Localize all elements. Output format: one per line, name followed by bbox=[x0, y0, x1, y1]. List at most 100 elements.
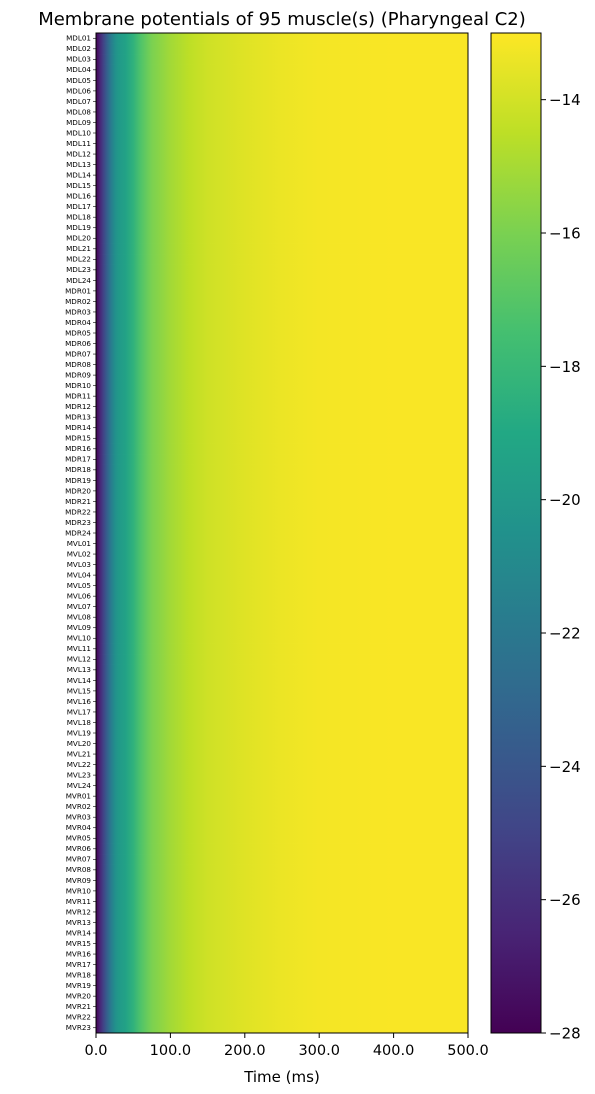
y-tick-label: MDR07 bbox=[65, 349, 91, 358]
heatmap-row-mvl04 bbox=[96, 569, 468, 581]
heatmap-row-mvr01 bbox=[96, 790, 468, 802]
heatmap-row-mdr15 bbox=[96, 433, 468, 444]
heatmap-row-mvl13 bbox=[96, 664, 468, 676]
y-tick-label: MVR17 bbox=[66, 960, 91, 969]
heatmap-row-mdr09 bbox=[96, 369, 468, 381]
heatmap-row-mvr23 bbox=[96, 1022, 468, 1034]
y-tick-label: MVL17 bbox=[67, 707, 91, 716]
y-tick-label: MVL16 bbox=[67, 697, 92, 706]
heatmap-row-mdl02 bbox=[96, 43, 468, 55]
heatmap-row-mvl07 bbox=[96, 601, 468, 613]
y-tick-label: MVR01 bbox=[66, 792, 91, 801]
y-tick-label: MDR21 bbox=[65, 497, 91, 506]
y-tick-label: MVR02 bbox=[66, 802, 91, 811]
y-tick-label: MDR03 bbox=[65, 307, 91, 316]
y-tick-label: MVR13 bbox=[66, 918, 91, 927]
heatmap-row-mvl11 bbox=[96, 643, 468, 655]
y-tick-label: MVL02 bbox=[67, 549, 91, 558]
y-tick-label: MDR24 bbox=[65, 528, 91, 537]
y-tick-label: MDL19 bbox=[66, 223, 91, 232]
heatmap-row-mvl05 bbox=[96, 580, 468, 592]
heatmap-row-mvr14 bbox=[96, 927, 468, 939]
y-tick-label: MDL14 bbox=[66, 171, 91, 180]
y-tick-label: MDR04 bbox=[65, 318, 91, 327]
y-tick-label: MDL16 bbox=[66, 192, 91, 201]
heatmap-row-mdr22 bbox=[96, 506, 468, 518]
y-tick-label: MDR20 bbox=[65, 486, 91, 495]
heatmap-row-mdr21 bbox=[96, 496, 468, 508]
heatmap-row-mdl22 bbox=[96, 254, 468, 265]
y-tick-label: MVL06 bbox=[67, 592, 92, 601]
heatmap-row-mdr14 bbox=[96, 422, 468, 434]
colorbar-tick-label: −14 bbox=[549, 91, 581, 109]
y-tick-label: MDL21 bbox=[66, 244, 91, 253]
y-tick-label: MVL10 bbox=[67, 634, 92, 643]
heatmap-row-mdl01 bbox=[96, 33, 468, 44]
x-tick-label: 400.0 bbox=[373, 1043, 415, 1059]
y-tick-label: MVR22 bbox=[66, 1013, 91, 1022]
y-tick-label: MDR12 bbox=[65, 402, 91, 411]
heatmap-row-mdr24 bbox=[96, 527, 468, 539]
heatmap-row-mdl11 bbox=[96, 138, 468, 150]
y-tick-label: MVR23 bbox=[66, 1023, 91, 1032]
heatmap-row-mdl03 bbox=[96, 54, 468, 65]
x-tick-label: 200.0 bbox=[224, 1043, 266, 1059]
colorbar-tick-label: −20 bbox=[549, 491, 581, 509]
y-tick-label: MVL08 bbox=[67, 613, 92, 622]
heatmap-row-mvr13 bbox=[96, 917, 468, 929]
y-tick-label: MVL14 bbox=[67, 676, 92, 685]
y-tick-label: MVL01 bbox=[67, 539, 91, 548]
heatmap-row-mdl13 bbox=[96, 159, 468, 171]
y-tick-label: MDR22 bbox=[65, 507, 91, 516]
heatmap-row-mvl17 bbox=[96, 706, 468, 718]
heatmap-row-mdl04 bbox=[96, 64, 468, 76]
colorbar-ticks: −28 −26 −24 −22 −20 −18 −16 −14 bbox=[541, 91, 581, 1043]
y-tick-label: MDR16 bbox=[65, 444, 91, 453]
heatmap-row-mdr18 bbox=[96, 464, 468, 476]
x-tick-label: 500.0 bbox=[447, 1043, 489, 1059]
colorbar-tick-label: −18 bbox=[549, 358, 581, 376]
y-tick-label: MDL18 bbox=[66, 213, 91, 222]
heatmap-row-mvr12 bbox=[96, 906, 468, 918]
y-tick-label: MVL18 bbox=[67, 718, 92, 727]
heatmap-row-mdl09 bbox=[96, 117, 468, 129]
heatmap-row-mdl19 bbox=[96, 222, 468, 234]
heatmap-row-mvl23 bbox=[96, 769, 468, 781]
y-tick-label: MVR20 bbox=[66, 992, 92, 1001]
heatmap-row-mvr06 bbox=[96, 843, 468, 855]
heatmap-row-mvr09 bbox=[96, 875, 468, 887]
y-tick-label: MDL09 bbox=[66, 118, 91, 127]
heatmap-row-mvl14 bbox=[96, 675, 468, 687]
y-tick-label: MDL04 bbox=[66, 65, 91, 74]
y-tick-label: MDL05 bbox=[66, 76, 91, 85]
colorbar-tick-label: −22 bbox=[549, 625, 581, 643]
heatmap-row-mvr16 bbox=[96, 948, 468, 960]
y-tick-label: MVL11 bbox=[67, 644, 91, 653]
y-tick-label: MDL15 bbox=[66, 181, 91, 190]
y-tick-label: MVR08 bbox=[66, 865, 92, 874]
y-tick-label: MDL22 bbox=[66, 255, 91, 264]
heatmap-row-mdl21 bbox=[96, 243, 468, 255]
heatmap-row-mvl24 bbox=[96, 780, 468, 792]
y-tick-label: MVL13 bbox=[67, 665, 91, 674]
heatmap-row-mdr05 bbox=[96, 327, 468, 339]
y-tick-label: MVR19 bbox=[66, 981, 92, 990]
heatmap-row-mvl03 bbox=[96, 559, 468, 571]
heatmap-row-mvr05 bbox=[96, 833, 468, 844]
heatmap-row-mvr15 bbox=[96, 938, 468, 950]
colorbar bbox=[491, 33, 541, 1033]
heatmap-row-mdl17 bbox=[96, 201, 468, 213]
heatmap-row-mvr21 bbox=[96, 1001, 468, 1013]
heatmap-row-mvl12 bbox=[96, 654, 468, 665]
heatmap-row-mvl18 bbox=[96, 717, 468, 729]
colorbar-tick-label: −16 bbox=[549, 225, 581, 243]
y-tick-label: MVR12 bbox=[66, 907, 91, 916]
heatmap-row-mvl09 bbox=[96, 622, 468, 634]
y-tick-label: MDR05 bbox=[65, 328, 91, 337]
y-tick-label: MDR11 bbox=[65, 392, 91, 401]
heatmap-row-mvl16 bbox=[96, 696, 468, 708]
heatmap-row-mdl10 bbox=[96, 127, 468, 139]
heatmap-row-mvr22 bbox=[96, 1011, 468, 1023]
y-tick-label: MVR04 bbox=[66, 823, 92, 832]
y-tick-label: MDL11 bbox=[66, 139, 91, 148]
